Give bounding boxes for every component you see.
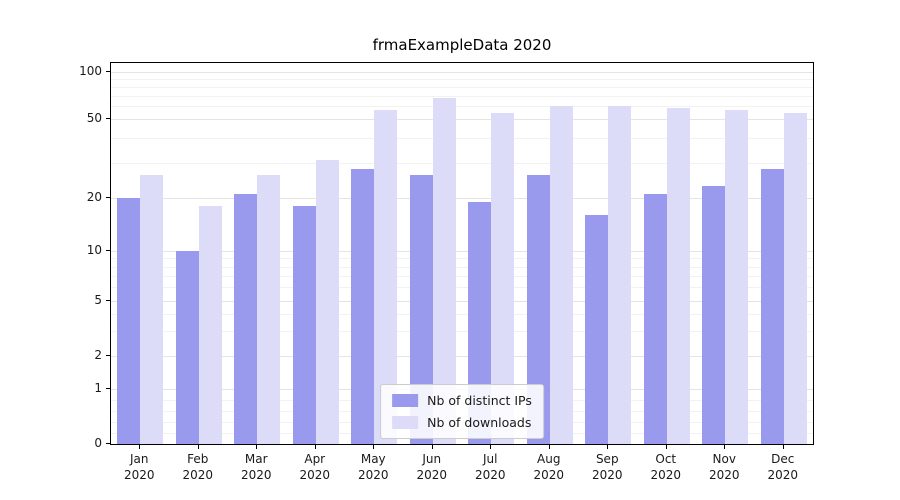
y-tick-mark <box>106 118 110 119</box>
bar-nb-of-downloads-5 <box>374 110 398 444</box>
bar-nb-of-distinct-ips-12 <box>760 169 784 444</box>
y-tick-mark <box>106 388 110 389</box>
y-tick-label: 2 <box>94 348 102 362</box>
x-tick-mark <box>607 445 609 449</box>
gridline-minor <box>111 137 813 139</box>
x-tick-label: Jan 2020 <box>123 452 155 482</box>
legend: Nb of distinct IPs Nb of downloads <box>380 384 544 439</box>
x-tick-mark <box>665 445 667 449</box>
x-tick-label: Aug 2020 <box>533 452 565 482</box>
x-tick-mark <box>490 445 492 449</box>
x-tick-label: May 2020 <box>357 452 389 482</box>
bar-nb-of-distinct-ips-1 <box>117 198 141 444</box>
y-tick-mark <box>106 355 110 356</box>
y-tick-label: 100 <box>79 64 102 78</box>
gridline-major <box>111 71 813 73</box>
bar-nb-of-distinct-ips-8 <box>526 175 550 444</box>
x-tick-label: Dec 2020 <box>767 452 799 482</box>
x-tick-label: Jun 2020 <box>416 452 448 482</box>
bar-nb-of-downloads-4 <box>315 160 339 444</box>
bar-nb-of-downloads-10 <box>666 107 690 444</box>
bar-nb-of-distinct-ips-5 <box>351 169 375 444</box>
x-tick-label: Sep 2020 <box>591 452 623 482</box>
bar-nb-of-downloads-12 <box>783 112 807 444</box>
gridline-minor <box>111 162 813 164</box>
gridline-minor <box>111 86 813 88</box>
bar-nb-of-downloads-6 <box>432 98 456 444</box>
x-tick-mark <box>431 445 433 449</box>
y-tick-label: 1 <box>94 381 102 395</box>
y-tick-mark <box>106 71 110 72</box>
bar-nb-of-downloads-1 <box>140 175 164 444</box>
bar-nb-of-distinct-ips-6 <box>409 175 433 444</box>
x-tick-label: Feb 2020 <box>182 452 214 482</box>
x-tick-label: Jul 2020 <box>474 452 506 482</box>
x-tick-mark <box>197 445 199 449</box>
legend-item-1: Nb of distinct IPs <box>392 393 532 408</box>
x-tick-label: Apr 2020 <box>299 452 331 482</box>
legend-item-2: Nb of downloads <box>392 415 532 430</box>
y-tick-label: 10 <box>86 243 102 257</box>
x-tick-label: Nov 2020 <box>708 452 740 482</box>
gridline-minor <box>111 95 813 97</box>
x-tick-label: Mar 2020 <box>240 452 272 482</box>
x-tick-mark <box>256 445 258 449</box>
legend-swatch <box>392 416 419 429</box>
plot-area: Nb of distinct IPs Nb of downloads <box>110 62 814 445</box>
legend-label: Nb of distinct IPs <box>427 393 532 408</box>
y-tick-label: 50 <box>86 111 102 125</box>
bar-nb-of-distinct-ips-10 <box>643 193 667 444</box>
bar-nb-of-downloads-9 <box>608 105 632 444</box>
x-tick-mark <box>548 445 550 449</box>
y-tick-mark <box>106 197 110 198</box>
y-tick-label: 0 <box>94 436 102 450</box>
x-tick-mark <box>139 445 141 449</box>
bar-nb-of-downloads-8 <box>549 105 573 444</box>
x-tick-label: Oct 2020 <box>650 452 682 482</box>
legend-swatch <box>392 394 419 407</box>
y-tick-mark <box>106 300 110 301</box>
bar-nb-of-distinct-ips-11 <box>702 185 726 444</box>
bar-nb-of-distinct-ips-4 <box>292 206 316 444</box>
bar-nb-of-downloads-7 <box>491 112 515 444</box>
gridline-major <box>111 118 813 120</box>
x-tick-mark <box>314 445 316 449</box>
x-tick-mark <box>724 445 726 449</box>
gridline-minor <box>111 78 813 80</box>
chart-title: frmaExampleData 2020 <box>372 36 552 54</box>
y-tick-mark <box>106 250 110 251</box>
y-tick-label: 5 <box>94 293 102 307</box>
bar-nb-of-downloads-3 <box>257 175 281 444</box>
bar-nb-of-distinct-ips-7 <box>468 201 492 444</box>
y-tick-mark <box>106 443 110 444</box>
bar-nb-of-distinct-ips-2 <box>175 251 199 444</box>
bar-nb-of-distinct-ips-9 <box>585 215 609 444</box>
y-tick-label: 20 <box>86 190 102 204</box>
x-tick-mark <box>782 445 784 449</box>
bar-nb-of-distinct-ips-3 <box>234 193 258 444</box>
x-tick-mark <box>373 445 375 449</box>
bar-nb-of-downloads-2 <box>198 206 222 444</box>
legend-label: Nb of downloads <box>427 415 532 430</box>
gridline-minor <box>111 106 813 108</box>
bar-nb-of-downloads-11 <box>725 110 749 444</box>
